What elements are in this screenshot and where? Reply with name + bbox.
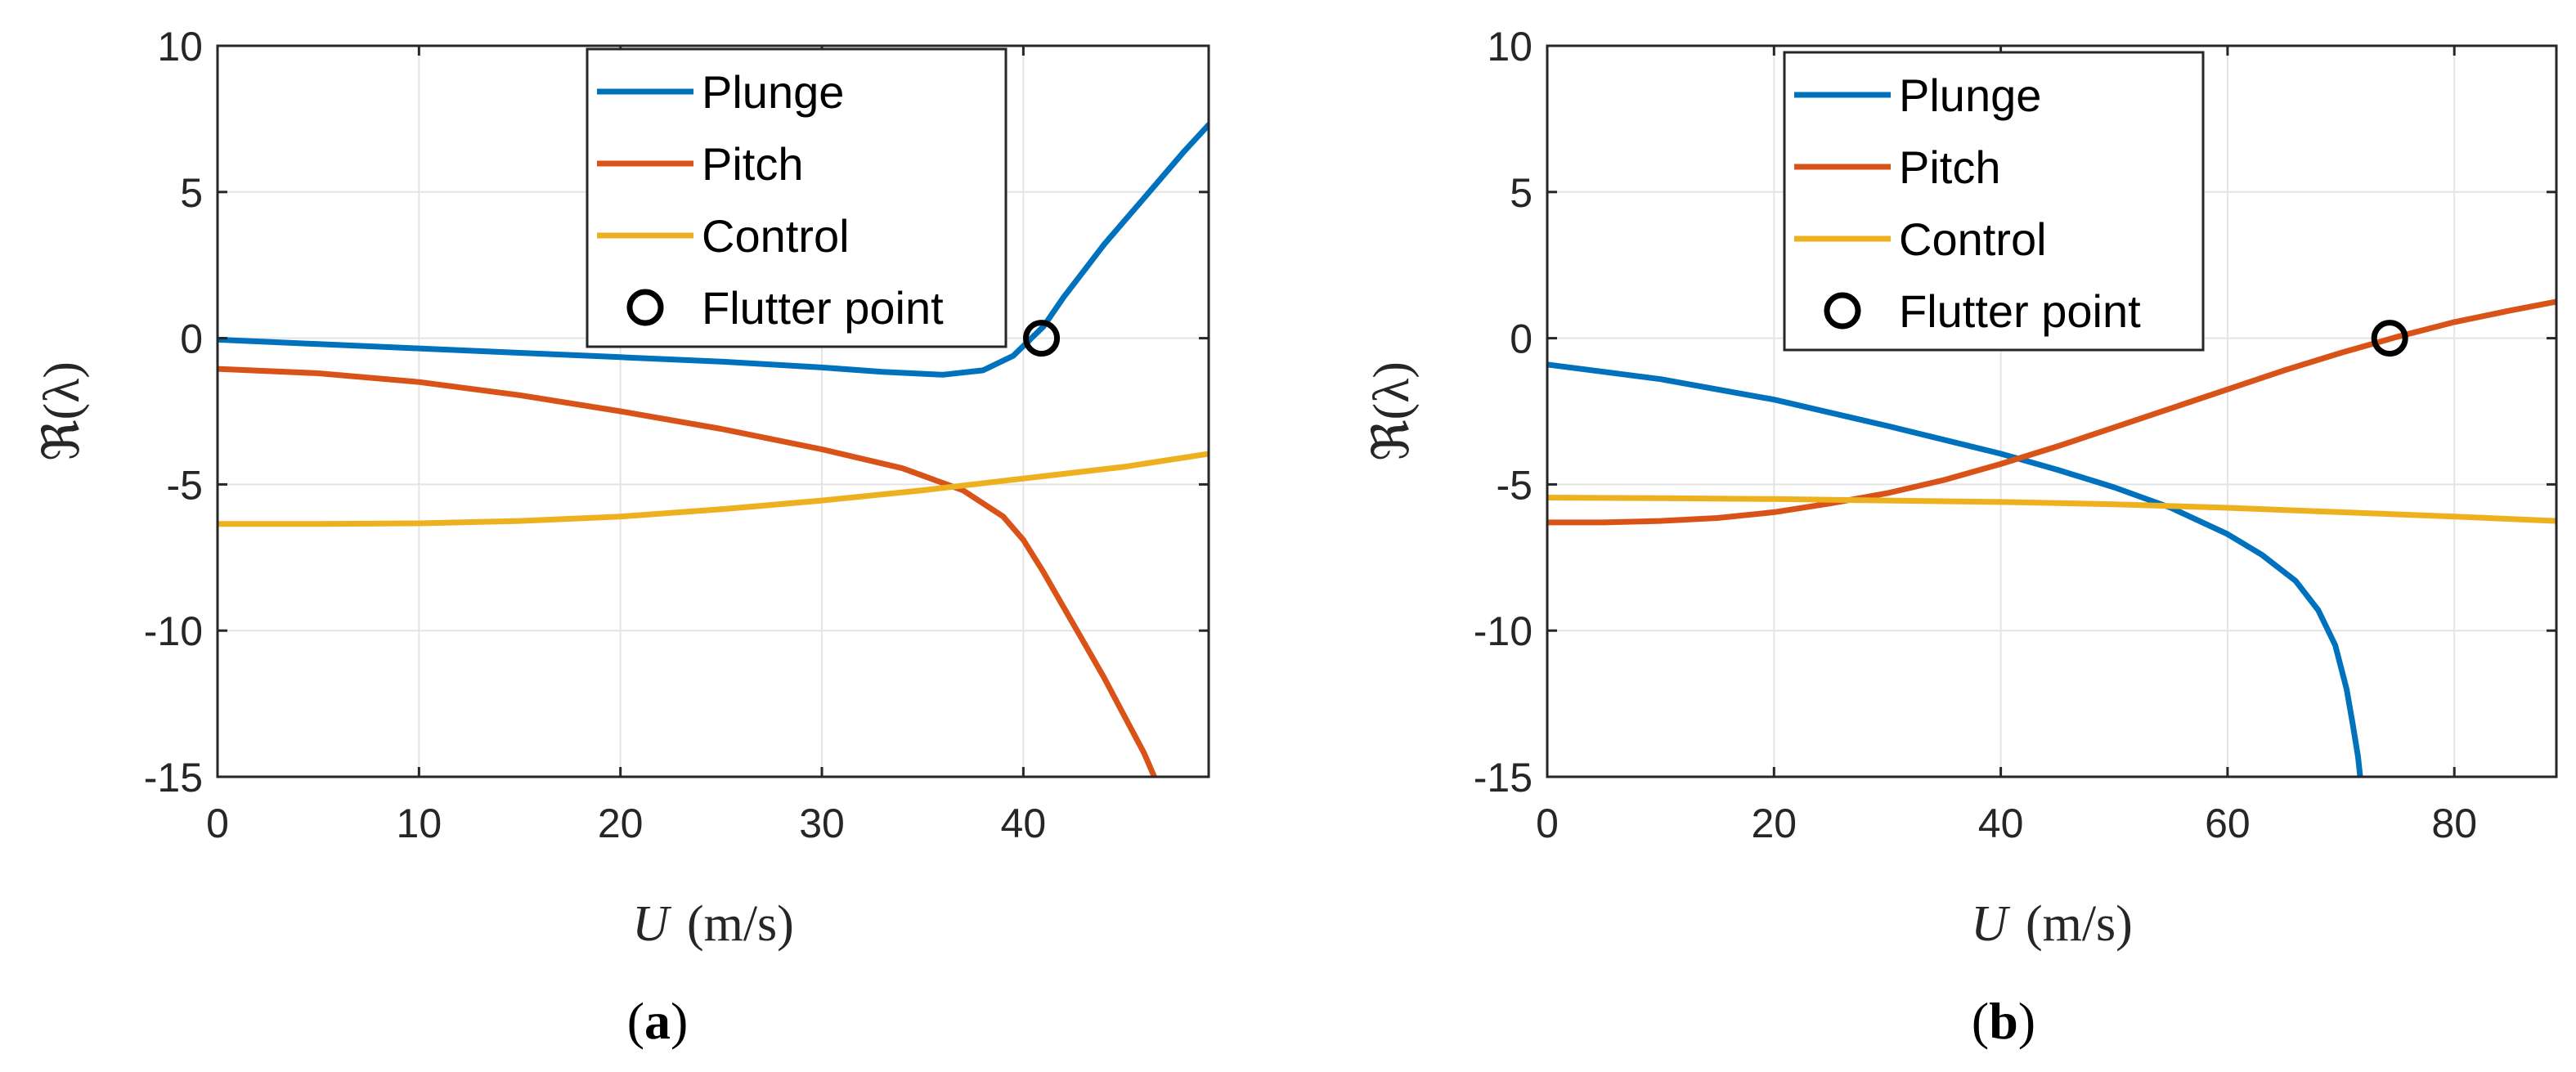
chart-a-series-group [218,122,1209,777]
chart-b-xtick-label-0: 0 [1536,801,1559,846]
chart-a-ytick-label-4: -10 [144,608,203,654]
chart-b-series-group [1547,298,2556,777]
chart-b-xlabel-unit: (m/s) [2026,896,2133,952]
chart-a-legend-label-control: Control [702,210,850,262]
chart-a-xlabel: U (m/s) [632,896,794,952]
chart-b-xtick-label-4: 80 [2431,801,2477,846]
chart-b-ytick-label-4: -10 [1474,608,1533,654]
panel-a: 0 10 20 30 40 10 5 0 -5 -10 -15 U (m/s) ℜ(λ) Plunge Pit… [34,24,1210,1050]
chart-a-legend-marker-flutter-point [626,289,664,326]
chart-a-xtick-label-3: 30 [799,801,845,846]
chart-b-ytick-label-2: 0 [1510,316,1533,362]
chart-b-xlabel: U (m/s) [1971,896,2133,952]
chart-b-ytick-label-0: 10 [1487,24,1533,70]
chart-b-legend-label-flutter-point: Flutter point [1899,285,2141,337]
chart-b-caption: (b) [1972,992,2035,1050]
chart-a-legend-label-plunge: Plunge [702,66,844,118]
chart-a-caption-letter: a [644,992,671,1050]
chart-b-series-control [1547,495,2556,524]
chart-b-ytick-label-1: 5 [1510,170,1533,216]
chart-a-xlabel-var: U [632,896,672,952]
chart-b-ytick-label-3: -5 [1497,462,1533,508]
chart-a-xtick-label-4: 40 [1001,801,1047,846]
chart-a-caption: (a) [627,992,689,1050]
chart-b-legend-label-pitch: Pitch [1899,141,2001,193]
chart-a-xtick-label-2: 20 [598,801,644,846]
chart-a-ytick-label-1: 5 [180,170,203,216]
chart-a-legend-label-pitch: Pitch [702,138,804,190]
chart-a-caption-open: ( [627,992,644,1050]
chart-b-legend-label-control: Control [1899,213,2047,265]
chart-a-xtick-label-1: 10 [397,801,442,846]
chart-b-flutter-point-marker [2371,320,2408,357]
chart-a-xlabel-unit: (m/s) [687,896,794,952]
chart-a-series-pitch [218,366,1157,777]
chart-b-xlabel-var: U [1971,896,2011,952]
chart-b-legend-label-plunge: Plunge [1899,70,2041,121]
chart-b-axes-box [1546,44,2558,778]
chart-a-flutter-point-marker [1023,320,1061,357]
chart-b-ylabel: ℜ(λ) [1364,361,1420,461]
chart-b-caption-close: ) [2018,992,2035,1050]
chart-a-series-control [218,451,1209,527]
chart-b-xtick-label-2: 40 [1978,801,2024,846]
chart-b-caption-letter: b [1989,992,2018,1050]
chart-a-ytick-label-0: 10 [157,24,203,70]
chart-b-series-plunge [1547,361,2363,777]
chart-a-series-plunge [218,122,1209,378]
chart-a-ytick-label-3: -5 [167,462,203,508]
chart-b-caption-open: ( [1972,992,1989,1050]
chart-b-ytick-label-5: -15 [1474,755,1533,801]
chart-b-legend-marker-flutter-point [1824,292,1861,330]
chart-b-xtick-label-1: 20 [1751,801,1797,846]
chart-a-legend-label-flutter-point: Flutter point [702,282,944,334]
chart-a-ytick-label-2: 0 [180,316,203,362]
chart-b-series-pitch [1547,298,2556,526]
chart-b-xtick-label-3: 60 [2205,801,2251,846]
chart-a-xtick-label-0: 0 [206,801,229,846]
chart-a-ytick-label-5: -15 [144,755,203,801]
panel-b: 0 20 40 60 80 10 5 0 -5 -10 -15 U (m/s) ℜ(λ) Plunge Pit… [1364,24,2558,1050]
chart-a-caption-close: ) [671,992,688,1050]
chart-a-axes-box [216,44,1210,778]
chart-a-ylabel: ℜ(λ) [34,361,90,461]
